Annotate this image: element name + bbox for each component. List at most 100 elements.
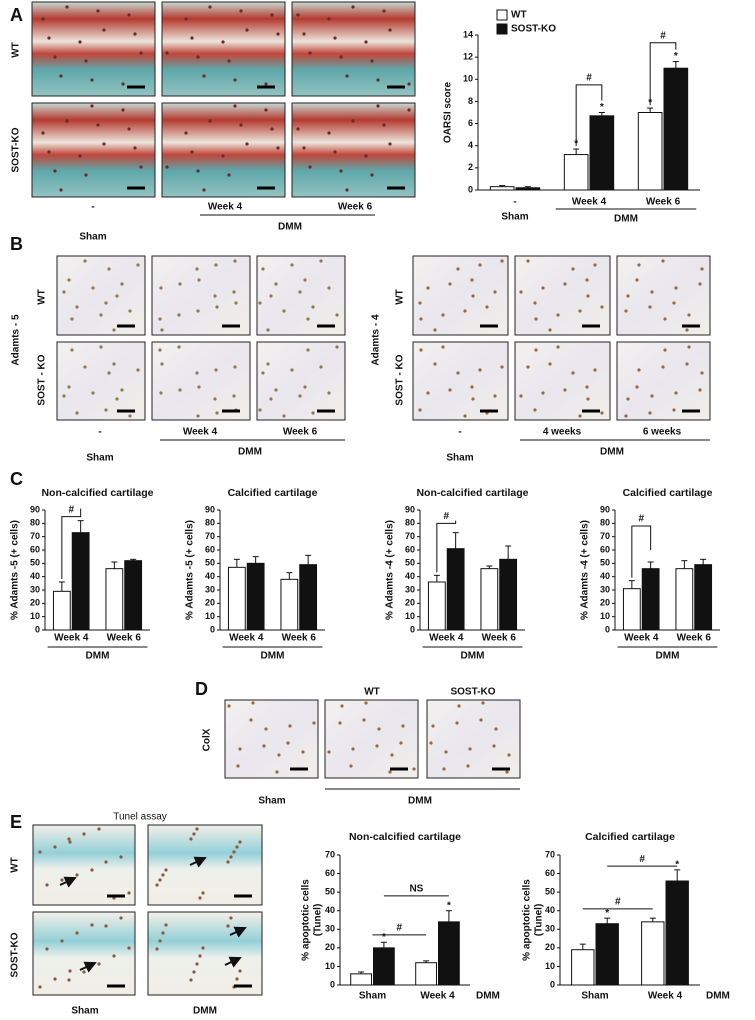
cell: [121, 108, 125, 112]
cell: [471, 294, 475, 298]
cell: [492, 744, 496, 748]
cell: [388, 142, 392, 146]
bar: [571, 949, 595, 986]
cell: [306, 317, 310, 321]
label: -: [458, 427, 461, 438]
y-tick-label: 20: [600, 598, 610, 608]
cell: [165, 165, 169, 169]
cell: [364, 154, 368, 158]
cell: [308, 165, 312, 169]
cell: [195, 962, 199, 966]
cell: [339, 169, 343, 173]
label: Sham: [71, 1006, 98, 1017]
cell: [161, 873, 165, 877]
cell: [82, 832, 86, 836]
cell: [133, 32, 137, 36]
cell: [401, 724, 405, 728]
bar: [373, 947, 395, 986]
significance-mark: *: [600, 102, 604, 113]
cell: [96, 123, 100, 127]
bar: [124, 560, 143, 631]
cell: [62, 290, 66, 294]
cell: [184, 131, 188, 135]
cell: [177, 313, 181, 317]
y-tick-label: 50: [405, 558, 415, 568]
cell: [78, 40, 82, 44]
cell: [53, 55, 57, 59]
cell: [698, 282, 702, 286]
cell: [470, 278, 474, 282]
y-tick-label: 0: [410, 624, 415, 634]
cell: [53, 977, 57, 981]
cell: [229, 855, 233, 859]
cell: [196, 309, 200, 313]
cell: [215, 411, 219, 415]
x-tick-label: Week 4: [429, 633, 464, 644]
cell: [534, 348, 538, 352]
y-axis-label: (Tunel): [313, 904, 324, 937]
histology-image: [32, 824, 136, 906]
cell: [102, 142, 106, 146]
y-tick-label: 50: [600, 558, 610, 568]
cell: [485, 305, 489, 309]
cell: [505, 770, 509, 774]
cell: [327, 750, 331, 754]
cell: [650, 394, 654, 398]
cell: [500, 259, 504, 263]
chart-title: Non-calcified cartilage: [416, 487, 528, 499]
y-tick-label: 60: [30, 544, 40, 554]
cell: [308, 51, 312, 55]
cell: [226, 924, 230, 928]
significance-mark: #: [397, 922, 403, 933]
cell: [282, 414, 286, 418]
cell: [277, 753, 281, 757]
cell: [407, 108, 411, 112]
y-tick-label: 70: [545, 849, 555, 859]
cell: [202, 188, 206, 192]
cell: [456, 267, 460, 271]
cell: [96, 9, 100, 13]
cell: [164, 923, 168, 927]
cell: [83, 259, 87, 263]
cell: [75, 931, 79, 935]
histology-image: [412, 341, 509, 421]
label: WT: [364, 687, 380, 698]
label: Adamts - 4: [371, 314, 382, 366]
bar: [665, 880, 689, 986]
cell: [276, 146, 280, 150]
cell: [418, 301, 422, 305]
cell: [302, 32, 306, 36]
cell: [45, 883, 49, 887]
cell: [382, 9, 386, 13]
cell: [239, 123, 243, 127]
cell: [563, 388, 567, 392]
significance-mark: *: [574, 139, 578, 150]
cell: [112, 362, 116, 366]
cell: [399, 741, 403, 745]
cell: [227, 704, 231, 708]
cell: [127, 946, 131, 950]
panel-label: C: [10, 469, 23, 489]
bar: [280, 578, 299, 631]
label: WT: [10, 857, 21, 873]
x-tick-label: Week 6: [107, 633, 142, 644]
y-tick-label: 70: [325, 849, 335, 859]
cell: [370, 59, 374, 63]
y-tick-label: 90: [30, 504, 40, 514]
label: Sham: [258, 796, 285, 807]
cell: [97, 827, 101, 831]
cell: [650, 290, 654, 294]
cell: [624, 414, 628, 418]
cell: [275, 770, 279, 774]
cell: [327, 131, 331, 135]
cell: [115, 397, 119, 401]
y-tick-label: 70: [205, 531, 215, 541]
cell: [261, 267, 265, 271]
cell: [648, 305, 652, 309]
group-label: DMM: [706, 991, 730, 1002]
cell: [448, 282, 452, 286]
cell: [99, 313, 103, 317]
cell: [364, 701, 368, 705]
significance-mark: *: [447, 900, 451, 911]
cell: [637, 263, 641, 267]
